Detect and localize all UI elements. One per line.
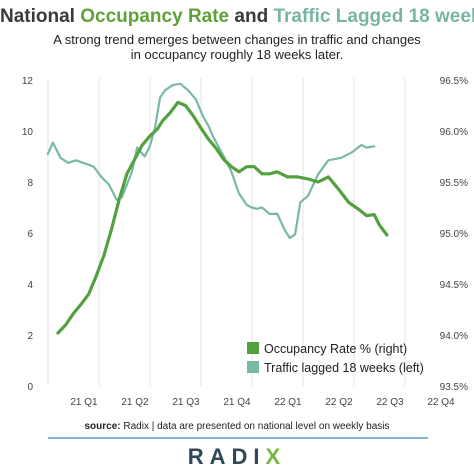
legend-label-occupancy: Occupancy Rate % (right) [264, 342, 407, 356]
right-tick-label: 96.0% [440, 127, 468, 138]
legend-label-traffic: Traffic lagged 18 weeks (left) [264, 361, 424, 375]
title-part-traffic: Traffic Lagged 18 weeks [273, 6, 474, 27]
right-tick-label: 96.5% [440, 76, 468, 87]
subtitle-line-1: A strong trend emerges between changes i… [53, 32, 421, 47]
x-tick-label: 21 Q2 [121, 397, 149, 408]
left-tick-label: 0 [27, 382, 33, 393]
chart-series [46, 82, 389, 335]
chart-title: National Occupancy Rate and Traffic Lagg… [0, 6, 474, 28]
left-tick-label: 8 [27, 178, 33, 189]
radix-logo: RADIX [187, 444, 287, 469]
title-part-and: and [229, 6, 274, 27]
x-tick-label: 21 Q1 [70, 397, 98, 408]
x-tick-label: 22 Q4 [427, 397, 455, 408]
left-tick-label: 4 [27, 280, 33, 291]
source-note: source: Radix | data are presented on na… [84, 421, 390, 432]
legend-swatch-occupancy [247, 342, 259, 354]
x-tick-label: 21 Q4 [223, 397, 251, 408]
footer-divider [48, 437, 428, 439]
title-part-national: National [0, 6, 81, 27]
title-part-occupancy: Occupancy Rate [80, 6, 230, 27]
right-tick-label: 94.5% [440, 280, 468, 291]
legend-swatch-traffic [247, 361, 259, 373]
left-tick-label: 12 [22, 76, 34, 87]
occupancy-rate-line [56, 100, 389, 335]
chart-grid [47, 78, 406, 386]
x-tick-label: 21 Q3 [172, 397, 200, 408]
left-tick-label: 10 [22, 127, 34, 138]
left-tick-label: 2 [27, 331, 33, 342]
subtitle-line-2: in occupancy roughly 18 weeks later. [130, 47, 344, 62]
x-tick-label: 22 Q1 [274, 397, 302, 408]
x-tick-label: 22 Q2 [325, 397, 353, 408]
right-tick-label: 93.5% [440, 382, 468, 393]
traffic-lagged-line [46, 82, 376, 240]
right-axis: 93.5% 94.0% 94.5% 95.0% 95.5% 96.0% 96.5% [440, 76, 468, 393]
x-tick-label: 22 Q3 [376, 397, 404, 408]
left-axis: 0 2 4 6 8 10 12 [22, 76, 34, 393]
chart-legend: Occupancy Rate % (right) Traffic lagged 1… [247, 342, 424, 375]
x-axis: 21 Q1 21 Q2 21 Q3 21 Q4 22 Q1 22 Q2 22 Q3 22 Q4 [70, 397, 455, 408]
right-tick-label: 95.0% [440, 229, 468, 240]
left-tick-label: 6 [27, 229, 33, 240]
right-tick-label: 94.0% [440, 331, 468, 342]
right-tick-label: 95.5% [440, 178, 468, 189]
chart-canvas: 0 2 4 6 8 10 12 93.5% 94.0% 94.5% 95.0% 95.5% 96.0%… [22, 76, 468, 408]
chart-subtitle: A strong trend emerges between changes i… [20, 32, 454, 62]
